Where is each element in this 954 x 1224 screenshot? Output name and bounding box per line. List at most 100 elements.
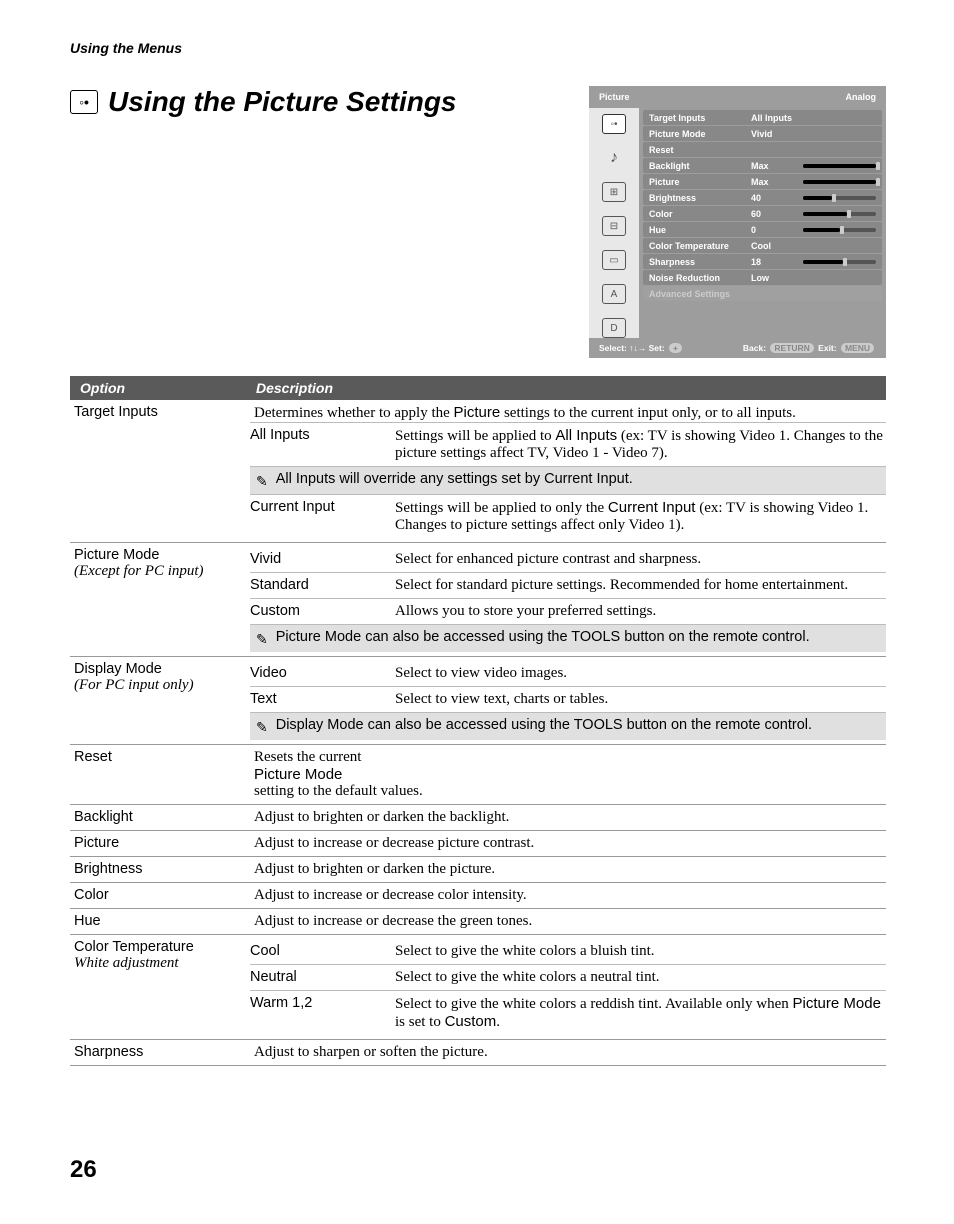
- subrow-custom: CustomAllows you to store your preferred…: [250, 598, 886, 624]
- label-all-inputs: All Inputs: [250, 427, 395, 462]
- row-brightness: BrightnessAdjust to brighten or darken t…: [70, 857, 886, 883]
- subrow-video: VideoSelect to view video images.: [250, 661, 886, 686]
- label-text: Text: [250, 691, 395, 708]
- osd-row: Brightness40: [643, 190, 882, 205]
- osd-footer: Select: ↑↓→ Set: + Back: RETURN Exit: ME…: [589, 338, 886, 358]
- page-number: 26: [70, 1156, 886, 1184]
- option-picture-mode-sub: (Except for PC input): [74, 563, 246, 580]
- option-brightness: Brightness: [70, 861, 250, 878]
- desc-all-inputs: Settings will be applied to All Inputs (…: [395, 427, 886, 462]
- row-picture: PictureAdjust to increase or decrease pi…: [70, 831, 886, 857]
- label-video: Video: [250, 665, 395, 682]
- osd-row: Color TemperatureCool: [643, 238, 882, 253]
- desc-backlight: Adjust to brighten or darken the backlig…: [250, 809, 886, 826]
- row-hue: HueAdjust to increase or decrease the gr…: [70, 909, 886, 935]
- note-display-mode: ✎ Display Mode can also be accessed using…: [250, 712, 886, 740]
- osd-side-sound-icon: ♪: [602, 148, 626, 168]
- desc-vivid: Select for enhanced picture contrast and…: [395, 551, 886, 568]
- desc-custom: Allows you to store your preferred setti…: [395, 603, 886, 620]
- desc-picture: Adjust to increase or decrease picture c…: [250, 835, 886, 852]
- row-sharpness: SharpnessAdjust to sharpen or soften the…: [70, 1040, 886, 1066]
- note-icon: ✎: [256, 631, 268, 648]
- osd-row: Color60: [643, 206, 882, 221]
- osd-row: Reset: [643, 142, 882, 157]
- osd-side-screen-icon: ⊞: [602, 182, 626, 202]
- subrow-cool: CoolSelect to give the white colors a bl…: [250, 939, 886, 964]
- osd-mode: Analog: [846, 92, 877, 102]
- desc-neutral: Select to give the white colors a neutra…: [395, 969, 886, 986]
- subrow-standard: StandardSelect for standard picture sett…: [250, 572, 886, 598]
- row-color-temp: Color Temperature White adjustment CoolS…: [70, 935, 886, 1040]
- subrow-warm: Warm 1,2Select to give the white colors …: [250, 990, 886, 1035]
- row-target-inputs: Target Inputs Determines whether to appl…: [70, 400, 886, 543]
- subrow-current-input: Current Input Settings will be applied t…: [250, 494, 886, 538]
- osd-row: BacklightMax: [643, 158, 882, 173]
- header-description: Description: [256, 380, 333, 396]
- osd-side-picture-icon: ◦•: [602, 114, 626, 134]
- desc-text: Select to view text, charts or tables.: [395, 691, 886, 708]
- table-header: Option Description: [70, 376, 886, 400]
- desc-standard: Select for standard picture settings. Re…: [395, 577, 886, 594]
- note-icon: ✎: [256, 473, 268, 490]
- desc-hue: Adjust to increase or decrease the green…: [250, 913, 886, 930]
- option-picture: Picture: [70, 835, 250, 852]
- subrow-all-inputs: All Inputs Settings will be applied to A…: [250, 422, 886, 466]
- desc-sharpness: Adjust to sharpen or soften the picture.: [250, 1044, 886, 1061]
- label-warm: Warm 1,2: [250, 995, 395, 1031]
- osd-menu-list: Target InputsAll InputsPicture ModeVivid…: [639, 108, 886, 338]
- osd-sidebar: ◦• ♪ ⊞ ⊟ ▭ A D: [589, 108, 639, 338]
- osd-side-channel-icon: ⊟: [602, 216, 626, 236]
- option-color-temp: Color Temperature: [74, 939, 246, 955]
- note-text: Picture Mode can also be accessed using …: [276, 629, 810, 645]
- breadcrumb: Using the Menus: [70, 40, 886, 56]
- option-display-mode: Display Mode: [74, 661, 246, 677]
- note-all-inputs: ✎ All Inputs will override any settings …: [250, 466, 886, 494]
- option-target-inputs: Target Inputs: [70, 404, 250, 538]
- row-color: ColorAdjust to increase or decrease colo…: [70, 883, 886, 909]
- osd-side-d-icon: D: [602, 318, 626, 338]
- desc-brightness: Adjust to brighten or darken the picture…: [250, 861, 886, 878]
- label-cool: Cool: [250, 943, 395, 960]
- page-title: ◦• Using the Picture Settings: [70, 86, 457, 118]
- desc-reset: Resets the current Picture Mode setting …: [250, 749, 886, 800]
- desc-video: Select to view video images.: [395, 665, 886, 682]
- option-hue: Hue: [70, 913, 250, 930]
- option-sharpness: Sharpness: [70, 1044, 250, 1061]
- note-text: Display Mode can also be accessed using …: [276, 717, 812, 733]
- option-color: Color: [70, 887, 250, 904]
- subrow-text: TextSelect to view text, charts or table…: [250, 686, 886, 712]
- label-vivid: Vivid: [250, 551, 395, 568]
- desc-warm: Select to give the white colors a reddis…: [395, 995, 886, 1031]
- option-reset: Reset: [70, 749, 250, 800]
- label-current-input: Current Input: [250, 499, 395, 534]
- option-backlight: Backlight: [70, 809, 250, 826]
- osd-side-setup-icon: ▭: [602, 250, 626, 270]
- label-custom: Custom: [250, 603, 395, 620]
- osd-row: Sharpness18: [643, 254, 882, 269]
- desc-cool: Select to give the white colors a bluish…: [395, 943, 886, 960]
- desc-color: Adjust to increase or decrease color int…: [250, 887, 886, 904]
- osd-screenshot: Picture Analog ◦• ♪ ⊞ ⊟ ▭ A D Target Inp…: [589, 86, 886, 358]
- osd-row: Target InputsAll Inputs: [643, 110, 882, 125]
- osd-row: PictureMax: [643, 174, 882, 189]
- osd-title: Picture: [599, 92, 630, 102]
- option-picture-mode: Picture Mode: [74, 547, 246, 563]
- note-icon: ✎: [256, 719, 268, 736]
- label-standard: Standard: [250, 577, 395, 594]
- desc-current-input: Settings will be applied to only the Cur…: [395, 499, 886, 534]
- osd-row: Advanced Settings: [643, 286, 882, 301]
- label-neutral: Neutral: [250, 969, 395, 986]
- header-option: Option: [76, 380, 256, 396]
- row-display-mode: Display Mode (For PC input only) VideoSe…: [70, 657, 886, 745]
- note-text: All Inputs will override any settings se…: [276, 471, 633, 487]
- option-display-mode-sub: (For PC input only): [74, 677, 246, 694]
- page-title-text: Using the Picture Settings: [108, 86, 457, 118]
- osd-row: Noise ReductionLow: [643, 270, 882, 285]
- settings-table: Option Description Target Inputs Determi…: [70, 376, 886, 1066]
- option-color-temp-sub: White adjustment: [74, 955, 246, 972]
- subrow-neutral: NeutralSelect to give the white colors a…: [250, 964, 886, 990]
- picture-icon: ◦•: [70, 90, 98, 114]
- target-inputs-desc: Determines whether to apply the Picture …: [250, 404, 886, 422]
- row-backlight: BacklightAdjust to brighten or darken th…: [70, 805, 886, 831]
- row-picture-mode: Picture Mode (Except for PC input) Vivid…: [70, 543, 886, 657]
